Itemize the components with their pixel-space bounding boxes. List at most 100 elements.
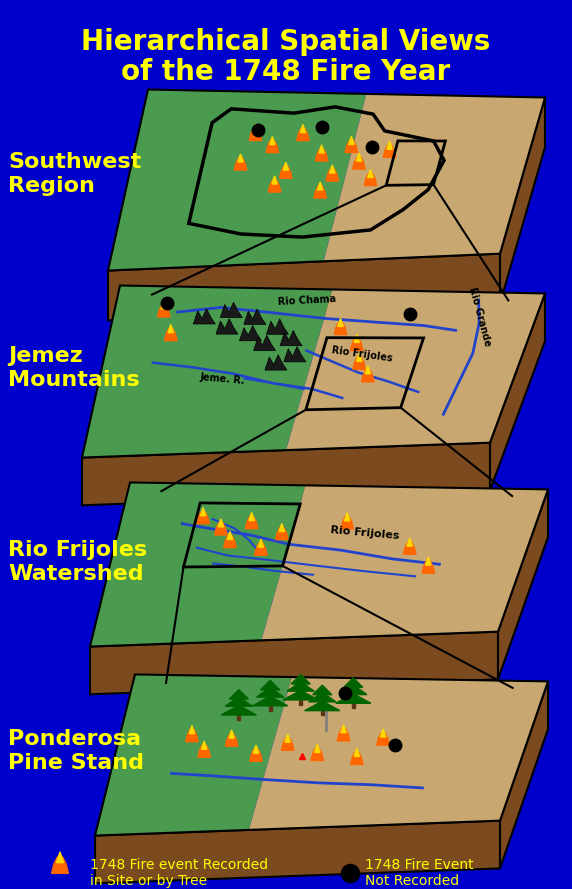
Polygon shape bbox=[220, 302, 243, 317]
Polygon shape bbox=[280, 165, 292, 179]
Polygon shape bbox=[500, 98, 545, 303]
Polygon shape bbox=[285, 734, 291, 742]
Text: Not Recorded: Not Recorded bbox=[365, 874, 459, 888]
Polygon shape bbox=[351, 338, 363, 350]
Polygon shape bbox=[356, 353, 362, 361]
Polygon shape bbox=[189, 725, 194, 733]
Text: 1748 Fire event Recorded: 1748 Fire event Recorded bbox=[90, 859, 268, 872]
Polygon shape bbox=[161, 300, 166, 308]
Polygon shape bbox=[225, 697, 252, 706]
Text: Southwest
Region: Southwest Region bbox=[8, 153, 141, 196]
Polygon shape bbox=[266, 140, 279, 153]
Polygon shape bbox=[283, 162, 288, 170]
Polygon shape bbox=[334, 322, 347, 334]
Polygon shape bbox=[193, 308, 215, 324]
Polygon shape bbox=[245, 517, 258, 529]
Polygon shape bbox=[249, 513, 255, 521]
Polygon shape bbox=[250, 749, 263, 761]
Polygon shape bbox=[336, 693, 371, 703]
Text: Rio Frijoles: Rio Frijoles bbox=[330, 525, 400, 541]
Polygon shape bbox=[500, 681, 548, 869]
Polygon shape bbox=[198, 745, 210, 757]
Polygon shape bbox=[287, 682, 314, 691]
Polygon shape bbox=[186, 729, 198, 741]
Polygon shape bbox=[283, 691, 318, 700]
Polygon shape bbox=[261, 485, 548, 640]
Polygon shape bbox=[305, 701, 340, 710]
Polygon shape bbox=[341, 725, 346, 733]
Text: in Site or by Tree: in Site or by Tree bbox=[90, 874, 207, 888]
Polygon shape bbox=[252, 696, 288, 706]
Polygon shape bbox=[234, 157, 247, 170]
Polygon shape bbox=[309, 693, 336, 702]
Polygon shape bbox=[108, 253, 500, 320]
Polygon shape bbox=[249, 128, 262, 140]
Polygon shape bbox=[229, 730, 235, 738]
Polygon shape bbox=[324, 94, 545, 261]
Polygon shape bbox=[165, 328, 177, 340]
Polygon shape bbox=[403, 541, 416, 554]
Polygon shape bbox=[253, 335, 276, 350]
Polygon shape bbox=[284, 347, 306, 362]
Polygon shape bbox=[255, 542, 267, 556]
Polygon shape bbox=[57, 852, 63, 862]
Text: Hierarchical Spatial Views: Hierarchical Spatial Views bbox=[81, 28, 491, 56]
Polygon shape bbox=[249, 677, 548, 830]
Polygon shape bbox=[258, 539, 264, 548]
Polygon shape bbox=[225, 733, 238, 746]
Polygon shape bbox=[280, 331, 302, 346]
Text: of the 1748 Fire Year: of the 1748 Fire Year bbox=[121, 58, 451, 85]
Polygon shape bbox=[344, 677, 363, 687]
Text: Ponderosa
Pine Stand: Ponderosa Pine Stand bbox=[8, 729, 144, 773]
Polygon shape bbox=[383, 145, 396, 157]
Polygon shape bbox=[315, 744, 320, 752]
Polygon shape bbox=[200, 508, 206, 516]
Polygon shape bbox=[340, 685, 367, 694]
Polygon shape bbox=[268, 706, 272, 710]
Polygon shape bbox=[356, 153, 362, 161]
Text: Rio Frijoles: Rio Frijoles bbox=[331, 345, 393, 364]
Polygon shape bbox=[314, 186, 327, 198]
Polygon shape bbox=[407, 538, 412, 546]
Polygon shape bbox=[365, 365, 371, 373]
Polygon shape bbox=[216, 319, 238, 334]
Polygon shape bbox=[345, 140, 358, 153]
Polygon shape bbox=[214, 523, 227, 535]
Polygon shape bbox=[341, 517, 353, 529]
Polygon shape bbox=[253, 124, 258, 132]
Polygon shape bbox=[238, 154, 243, 162]
Polygon shape bbox=[490, 293, 545, 491]
Polygon shape bbox=[237, 715, 240, 720]
Polygon shape bbox=[240, 325, 261, 340]
Polygon shape bbox=[353, 356, 366, 369]
Polygon shape bbox=[299, 700, 302, 705]
Polygon shape bbox=[218, 519, 224, 527]
Polygon shape bbox=[201, 741, 207, 749]
Polygon shape bbox=[364, 173, 377, 186]
Polygon shape bbox=[352, 703, 355, 708]
Polygon shape bbox=[354, 749, 360, 757]
Text: Jeme. R.: Jeme. R. bbox=[200, 372, 245, 386]
Polygon shape bbox=[300, 124, 305, 132]
Polygon shape bbox=[269, 137, 275, 145]
Polygon shape bbox=[253, 745, 259, 753]
Polygon shape bbox=[229, 690, 248, 699]
Polygon shape bbox=[82, 285, 332, 458]
Polygon shape bbox=[337, 728, 350, 741]
Polygon shape bbox=[349, 136, 354, 144]
Polygon shape bbox=[368, 170, 373, 178]
Polygon shape bbox=[344, 513, 350, 521]
Polygon shape bbox=[311, 748, 324, 760]
Polygon shape bbox=[108, 90, 366, 270]
Polygon shape bbox=[291, 675, 310, 684]
Polygon shape bbox=[244, 309, 266, 324]
Polygon shape bbox=[329, 165, 335, 173]
Polygon shape bbox=[321, 710, 324, 716]
Polygon shape bbox=[377, 733, 390, 745]
Polygon shape bbox=[315, 148, 328, 161]
Text: 1748 Fire Event: 1748 Fire Event bbox=[365, 859, 474, 872]
Polygon shape bbox=[95, 675, 292, 836]
Polygon shape bbox=[297, 128, 309, 140]
Polygon shape bbox=[422, 561, 435, 573]
Polygon shape bbox=[326, 169, 339, 181]
